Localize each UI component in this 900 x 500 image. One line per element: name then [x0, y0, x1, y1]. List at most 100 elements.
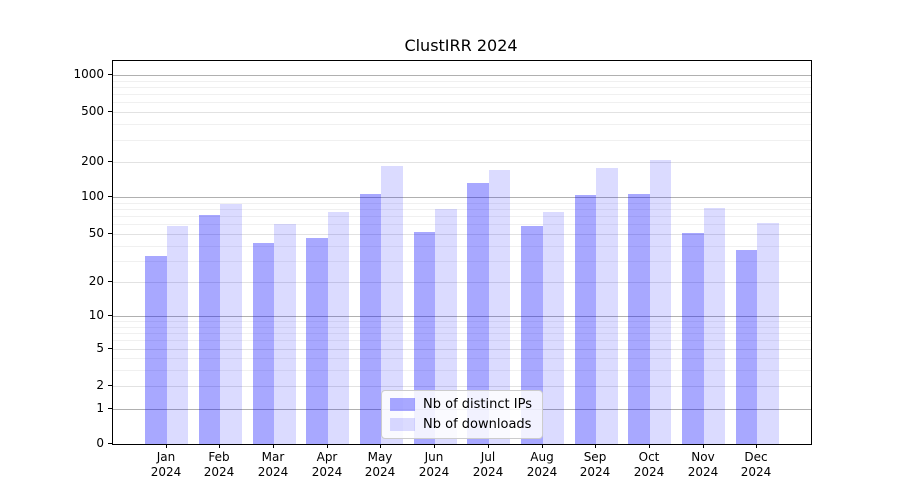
- bar-may-downloads: [381, 165, 403, 444]
- y-tick-label: 10: [88, 308, 104, 322]
- bar-may-distinct-ips: [359, 193, 382, 444]
- legend: Nb of distinct IPs Nb of downloads: [381, 390, 543, 439]
- bar-oct-distinct-ips: [628, 194, 650, 444]
- gridline: [113, 316, 811, 317]
- legend-row-distinct-ips: Nb of distinct IPs: [390, 397, 532, 412]
- gridline: [113, 140, 811, 141]
- y-tick-label: 200: [81, 154, 104, 168]
- gridline: [113, 327, 811, 328]
- x-tick: [703, 444, 704, 448]
- gridline: [113, 94, 811, 95]
- x-tick-label-may: May 2024: [364, 450, 396, 479]
- plot-area: Nb of distinct IPs Nb of downloads: [112, 60, 812, 445]
- y-tick-label: 2: [96, 378, 104, 392]
- bar-nov-distinct-ips: [682, 232, 704, 444]
- gridline: [113, 102, 811, 103]
- gridline: [113, 87, 811, 88]
- y-tick-label: 500: [81, 104, 104, 118]
- gridline: [113, 216, 811, 217]
- bar-apr-distinct-ips: [306, 238, 328, 444]
- bar-nov-downloads: [703, 207, 726, 444]
- x-tick: [542, 444, 543, 448]
- y-tick-label: 5: [96, 341, 104, 355]
- x-tick-label-oct: Oct 2024: [633, 450, 665, 479]
- bar-jul-downloads: [488, 169, 511, 444]
- legend-label-downloads: Nb of downloads: [423, 417, 532, 432]
- y-tick: [108, 385, 112, 386]
- x-tick-label-jul: Jul 2024: [472, 450, 504, 479]
- x-tick: [595, 444, 596, 448]
- x-tick-label-sep: Sep 2024: [579, 450, 611, 479]
- bar-jun-downloads: [435, 208, 457, 444]
- x-tick: [219, 444, 220, 448]
- y-tick-label: 100: [81, 189, 104, 203]
- bar-mar-distinct-ips: [252, 243, 275, 444]
- bar-jan-downloads: [166, 226, 189, 444]
- chart-title: ClustIRR 2024: [404, 36, 518, 55]
- y-tick: [108, 161, 112, 162]
- y-tick-label: 50: [88, 226, 104, 240]
- legend-swatch-downloads: [390, 418, 416, 431]
- bar-mar-downloads: [274, 224, 296, 444]
- x-tick-label-apr: Apr 2024: [311, 450, 343, 479]
- gridline: [113, 203, 811, 204]
- y-tick-label: 0: [96, 436, 104, 450]
- y-tick: [108, 233, 112, 234]
- x-tick-label-jan: Jan 2024: [150, 450, 182, 479]
- bar-jan-distinct-ips: [145, 255, 167, 444]
- bar-feb-distinct-ips: [198, 215, 221, 444]
- y-tick: [108, 443, 112, 444]
- gridline: [113, 209, 811, 210]
- x-tick: [649, 444, 650, 448]
- y-tick-label: 1: [96, 401, 104, 415]
- x-tick-label-feb: Feb 2024: [203, 450, 235, 479]
- bar-aug-downloads: [542, 212, 564, 444]
- gridline: [113, 124, 811, 125]
- x-tick-label-nov: Nov 2024: [687, 450, 719, 479]
- y-tick: [108, 408, 112, 409]
- x-tick: [327, 444, 328, 448]
- x-tick: [434, 444, 435, 448]
- gridline: [113, 224, 811, 225]
- bar-sep-downloads: [596, 168, 618, 444]
- bar-apr-downloads: [327, 212, 350, 444]
- gridline: [113, 234, 811, 235]
- legend-swatch-distinct-ips: [390, 398, 416, 411]
- bar-jul-distinct-ips: [467, 183, 489, 444]
- x-tick: [488, 444, 489, 448]
- bar-oct-downloads: [649, 160, 672, 444]
- gridline: [113, 112, 811, 113]
- x-tick-label-aug: Aug 2024: [526, 450, 558, 479]
- x-tick-label-mar: Mar 2024: [257, 450, 289, 479]
- y-tick: [108, 281, 112, 282]
- y-tick: [108, 348, 112, 349]
- gridline: [113, 81, 811, 82]
- x-tick: [166, 444, 167, 448]
- bar-sep-distinct-ips: [574, 195, 597, 444]
- y-tick-label: 1000: [73, 67, 104, 81]
- bar-dec-distinct-ips: [735, 249, 758, 444]
- gridline: [113, 246, 811, 247]
- x-tick: [756, 444, 757, 448]
- y-tick: [108, 196, 112, 197]
- x-tick-label-jun: Jun 2024: [418, 450, 450, 479]
- bar-dec-downloads: [757, 222, 779, 444]
- gridline: [113, 386, 811, 387]
- legend-row-downloads: Nb of downloads: [390, 417, 532, 432]
- gridline: [113, 333, 811, 334]
- y-tick-label: 20: [88, 274, 104, 288]
- gridline: [113, 321, 811, 322]
- gridline: [113, 162, 811, 163]
- bar-feb-downloads: [220, 203, 242, 444]
- y-tick: [108, 315, 112, 316]
- x-tick: [380, 444, 381, 448]
- gridline: [113, 349, 811, 350]
- x-tick-label-dec: Dec 2024: [740, 450, 772, 479]
- x-tick: [273, 444, 274, 448]
- gridline: [113, 370, 811, 371]
- y-tick: [108, 111, 112, 112]
- gridline: [113, 75, 811, 76]
- gridline: [113, 282, 811, 283]
- gridline: [113, 261, 811, 262]
